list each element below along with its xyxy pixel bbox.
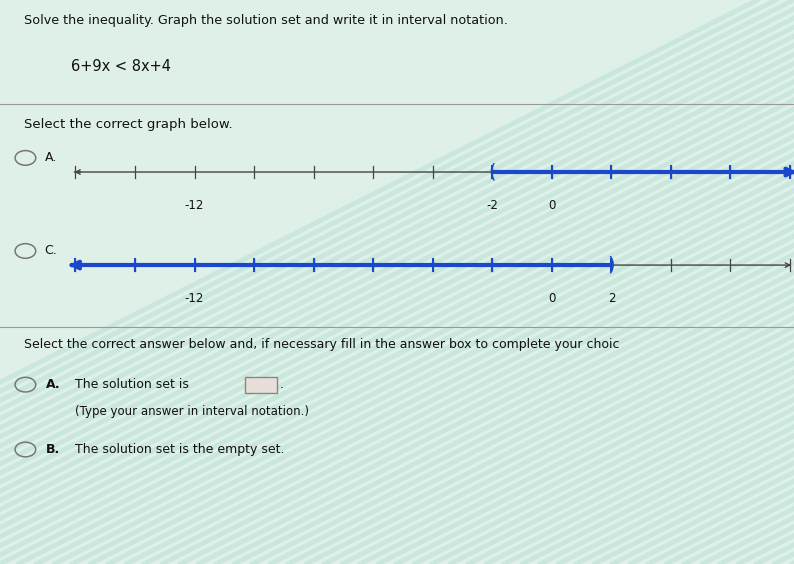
Text: B.: B. [46,443,60,456]
Text: (Type your answer in interval notation.): (Type your answer in interval notation.) [75,405,309,418]
Text: The solution set is: The solution set is [75,378,188,391]
Text: The solution set is the empty set.: The solution set is the empty set. [75,443,284,456]
Text: .: . [279,378,283,391]
Text: Select the correct graph below.: Select the correct graph below. [24,118,233,131]
Text: -12: -12 [185,292,204,305]
Text: C.: C. [44,244,57,258]
Text: -12: -12 [185,199,204,212]
Text: 0: 0 [548,292,556,305]
Text: A.: A. [46,378,60,391]
Text: 0: 0 [548,199,556,212]
Text: (: ( [488,162,496,182]
Text: 2: 2 [607,292,615,305]
Text: Solve the inequality. Graph the solution set and write it in interval notation.: Solve the inequality. Graph the solution… [24,14,507,27]
Text: Select the correct answer below and, if necessary fill in the answer box to comp: Select the correct answer below and, if … [24,338,619,351]
Text: A.: A. [44,151,56,165]
Text: ): ) [607,255,615,275]
Text: -2: -2 [487,199,498,212]
Text: 6+9x < 8x+4: 6+9x < 8x+4 [71,59,172,74]
FancyBboxPatch shape [245,377,277,393]
